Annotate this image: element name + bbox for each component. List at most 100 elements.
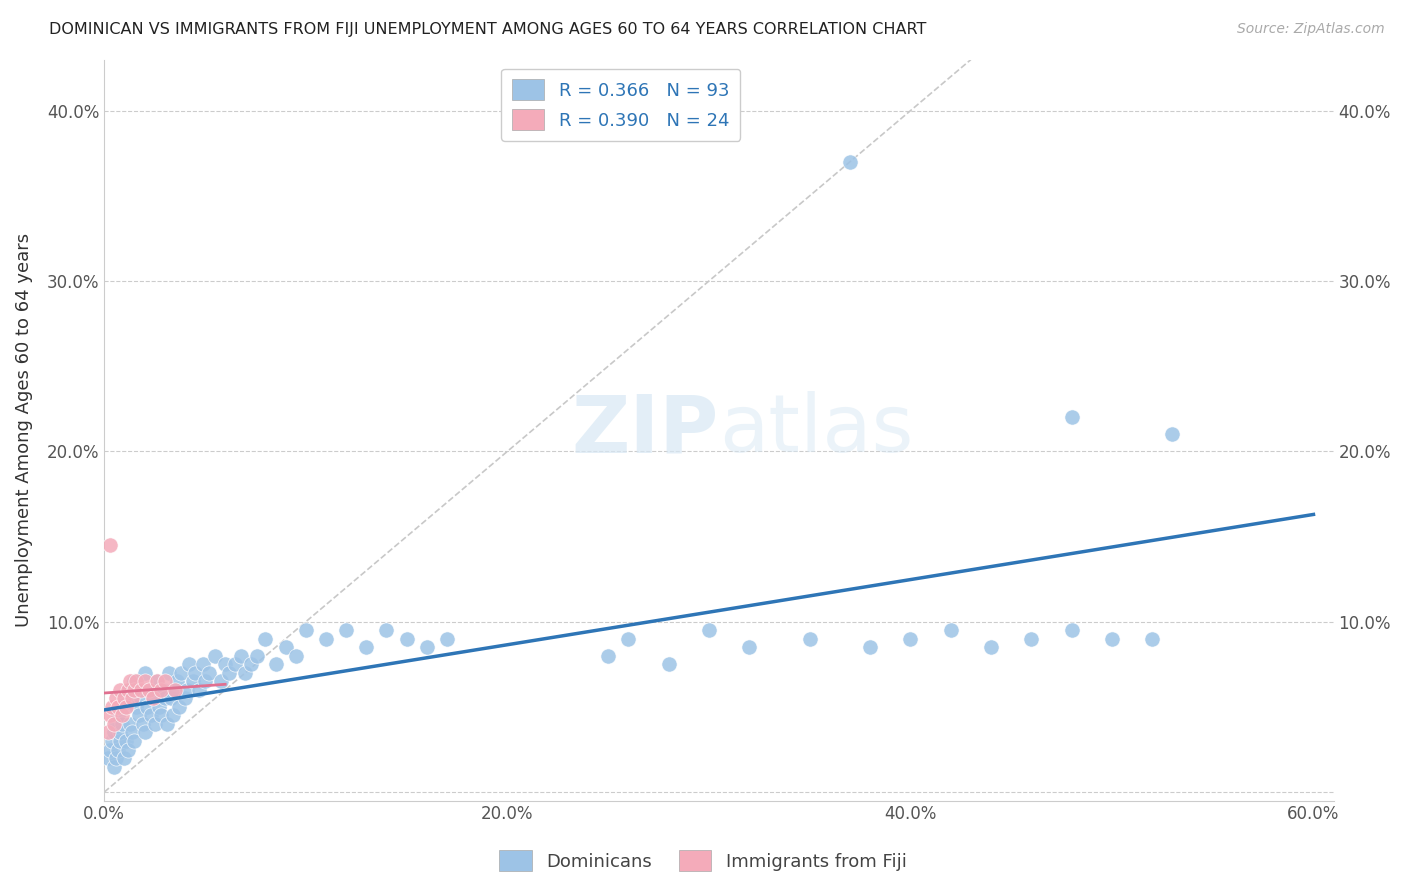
Point xyxy=(153,691,176,706)
Point xyxy=(240,657,263,672)
Legend: Dominicans, Immigrants from Fiji: Dominicans, Immigrants from Fiji xyxy=(492,843,914,879)
Point xyxy=(98,708,121,723)
Point xyxy=(170,665,193,680)
Point xyxy=(124,674,146,689)
Point xyxy=(194,674,217,689)
Point xyxy=(163,682,186,697)
Point xyxy=(142,691,165,706)
Point xyxy=(214,657,236,672)
Point xyxy=(395,632,418,646)
Point xyxy=(112,691,135,706)
Point xyxy=(284,648,307,663)
Point xyxy=(129,682,152,697)
Text: Source: ZipAtlas.com: Source: ZipAtlas.com xyxy=(1237,22,1385,37)
Point xyxy=(115,734,138,748)
Point xyxy=(115,700,138,714)
Point xyxy=(105,691,128,706)
Point xyxy=(697,624,720,638)
Point xyxy=(101,700,124,714)
Point xyxy=(181,674,204,689)
Point xyxy=(128,708,150,723)
Point xyxy=(839,154,862,169)
Point xyxy=(1161,427,1184,442)
Point xyxy=(264,657,287,672)
Point xyxy=(1060,410,1083,425)
Point xyxy=(233,665,256,680)
Point xyxy=(142,691,165,706)
Point xyxy=(274,640,297,655)
Point xyxy=(198,665,221,680)
Point xyxy=(103,759,125,773)
Point xyxy=(159,691,181,706)
Point xyxy=(117,682,139,697)
Point xyxy=(980,640,1002,655)
Point xyxy=(101,734,124,748)
Point xyxy=(173,691,195,706)
Point xyxy=(152,682,174,697)
Point xyxy=(138,682,160,697)
Point xyxy=(98,538,121,552)
Point xyxy=(110,682,132,697)
Point xyxy=(97,751,120,765)
Point xyxy=(112,751,135,765)
Point xyxy=(131,717,153,731)
Point xyxy=(121,691,143,706)
Point xyxy=(939,624,962,638)
Point xyxy=(294,624,316,638)
Point xyxy=(120,717,142,731)
Point xyxy=(107,742,129,756)
Point xyxy=(125,674,148,689)
Point xyxy=(415,640,437,655)
Point xyxy=(1101,632,1123,646)
Point xyxy=(658,657,681,672)
Point xyxy=(134,725,156,739)
Point xyxy=(188,682,211,697)
Point xyxy=(125,700,148,714)
Point xyxy=(129,691,152,706)
Point xyxy=(120,674,142,689)
Point xyxy=(738,640,761,655)
Point xyxy=(799,632,821,646)
Point xyxy=(117,742,139,756)
Point xyxy=(149,708,172,723)
Point xyxy=(859,640,882,655)
Point xyxy=(134,665,156,680)
Point xyxy=(111,717,134,731)
Point xyxy=(148,700,170,714)
Point xyxy=(143,717,166,731)
Point xyxy=(177,657,200,672)
Point xyxy=(354,640,377,655)
Text: atlas: atlas xyxy=(718,391,914,469)
Point xyxy=(112,700,135,714)
Point xyxy=(598,648,620,663)
Point xyxy=(110,725,132,739)
Point xyxy=(246,648,269,663)
Point xyxy=(176,682,198,697)
Point xyxy=(115,691,138,706)
Point xyxy=(117,682,139,697)
Point xyxy=(134,674,156,689)
Point xyxy=(145,674,167,689)
Text: ZIP: ZIP xyxy=(572,391,718,469)
Point xyxy=(156,717,179,731)
Point xyxy=(900,632,922,646)
Point xyxy=(124,682,146,697)
Point xyxy=(167,700,190,714)
Legend: R = 0.366   N = 93, R = 0.390   N = 24: R = 0.366 N = 93, R = 0.390 N = 24 xyxy=(501,69,740,141)
Point xyxy=(375,624,398,638)
Point xyxy=(149,682,172,697)
Point xyxy=(204,648,226,663)
Point xyxy=(139,708,162,723)
Point xyxy=(209,674,232,689)
Point xyxy=(111,708,134,723)
Point xyxy=(135,700,157,714)
Point xyxy=(617,632,640,646)
Point xyxy=(107,700,129,714)
Point xyxy=(436,632,458,646)
Point xyxy=(153,674,176,689)
Point xyxy=(162,708,184,723)
Point xyxy=(97,725,120,739)
Point xyxy=(315,632,337,646)
Point xyxy=(145,674,167,689)
Point xyxy=(105,717,128,731)
